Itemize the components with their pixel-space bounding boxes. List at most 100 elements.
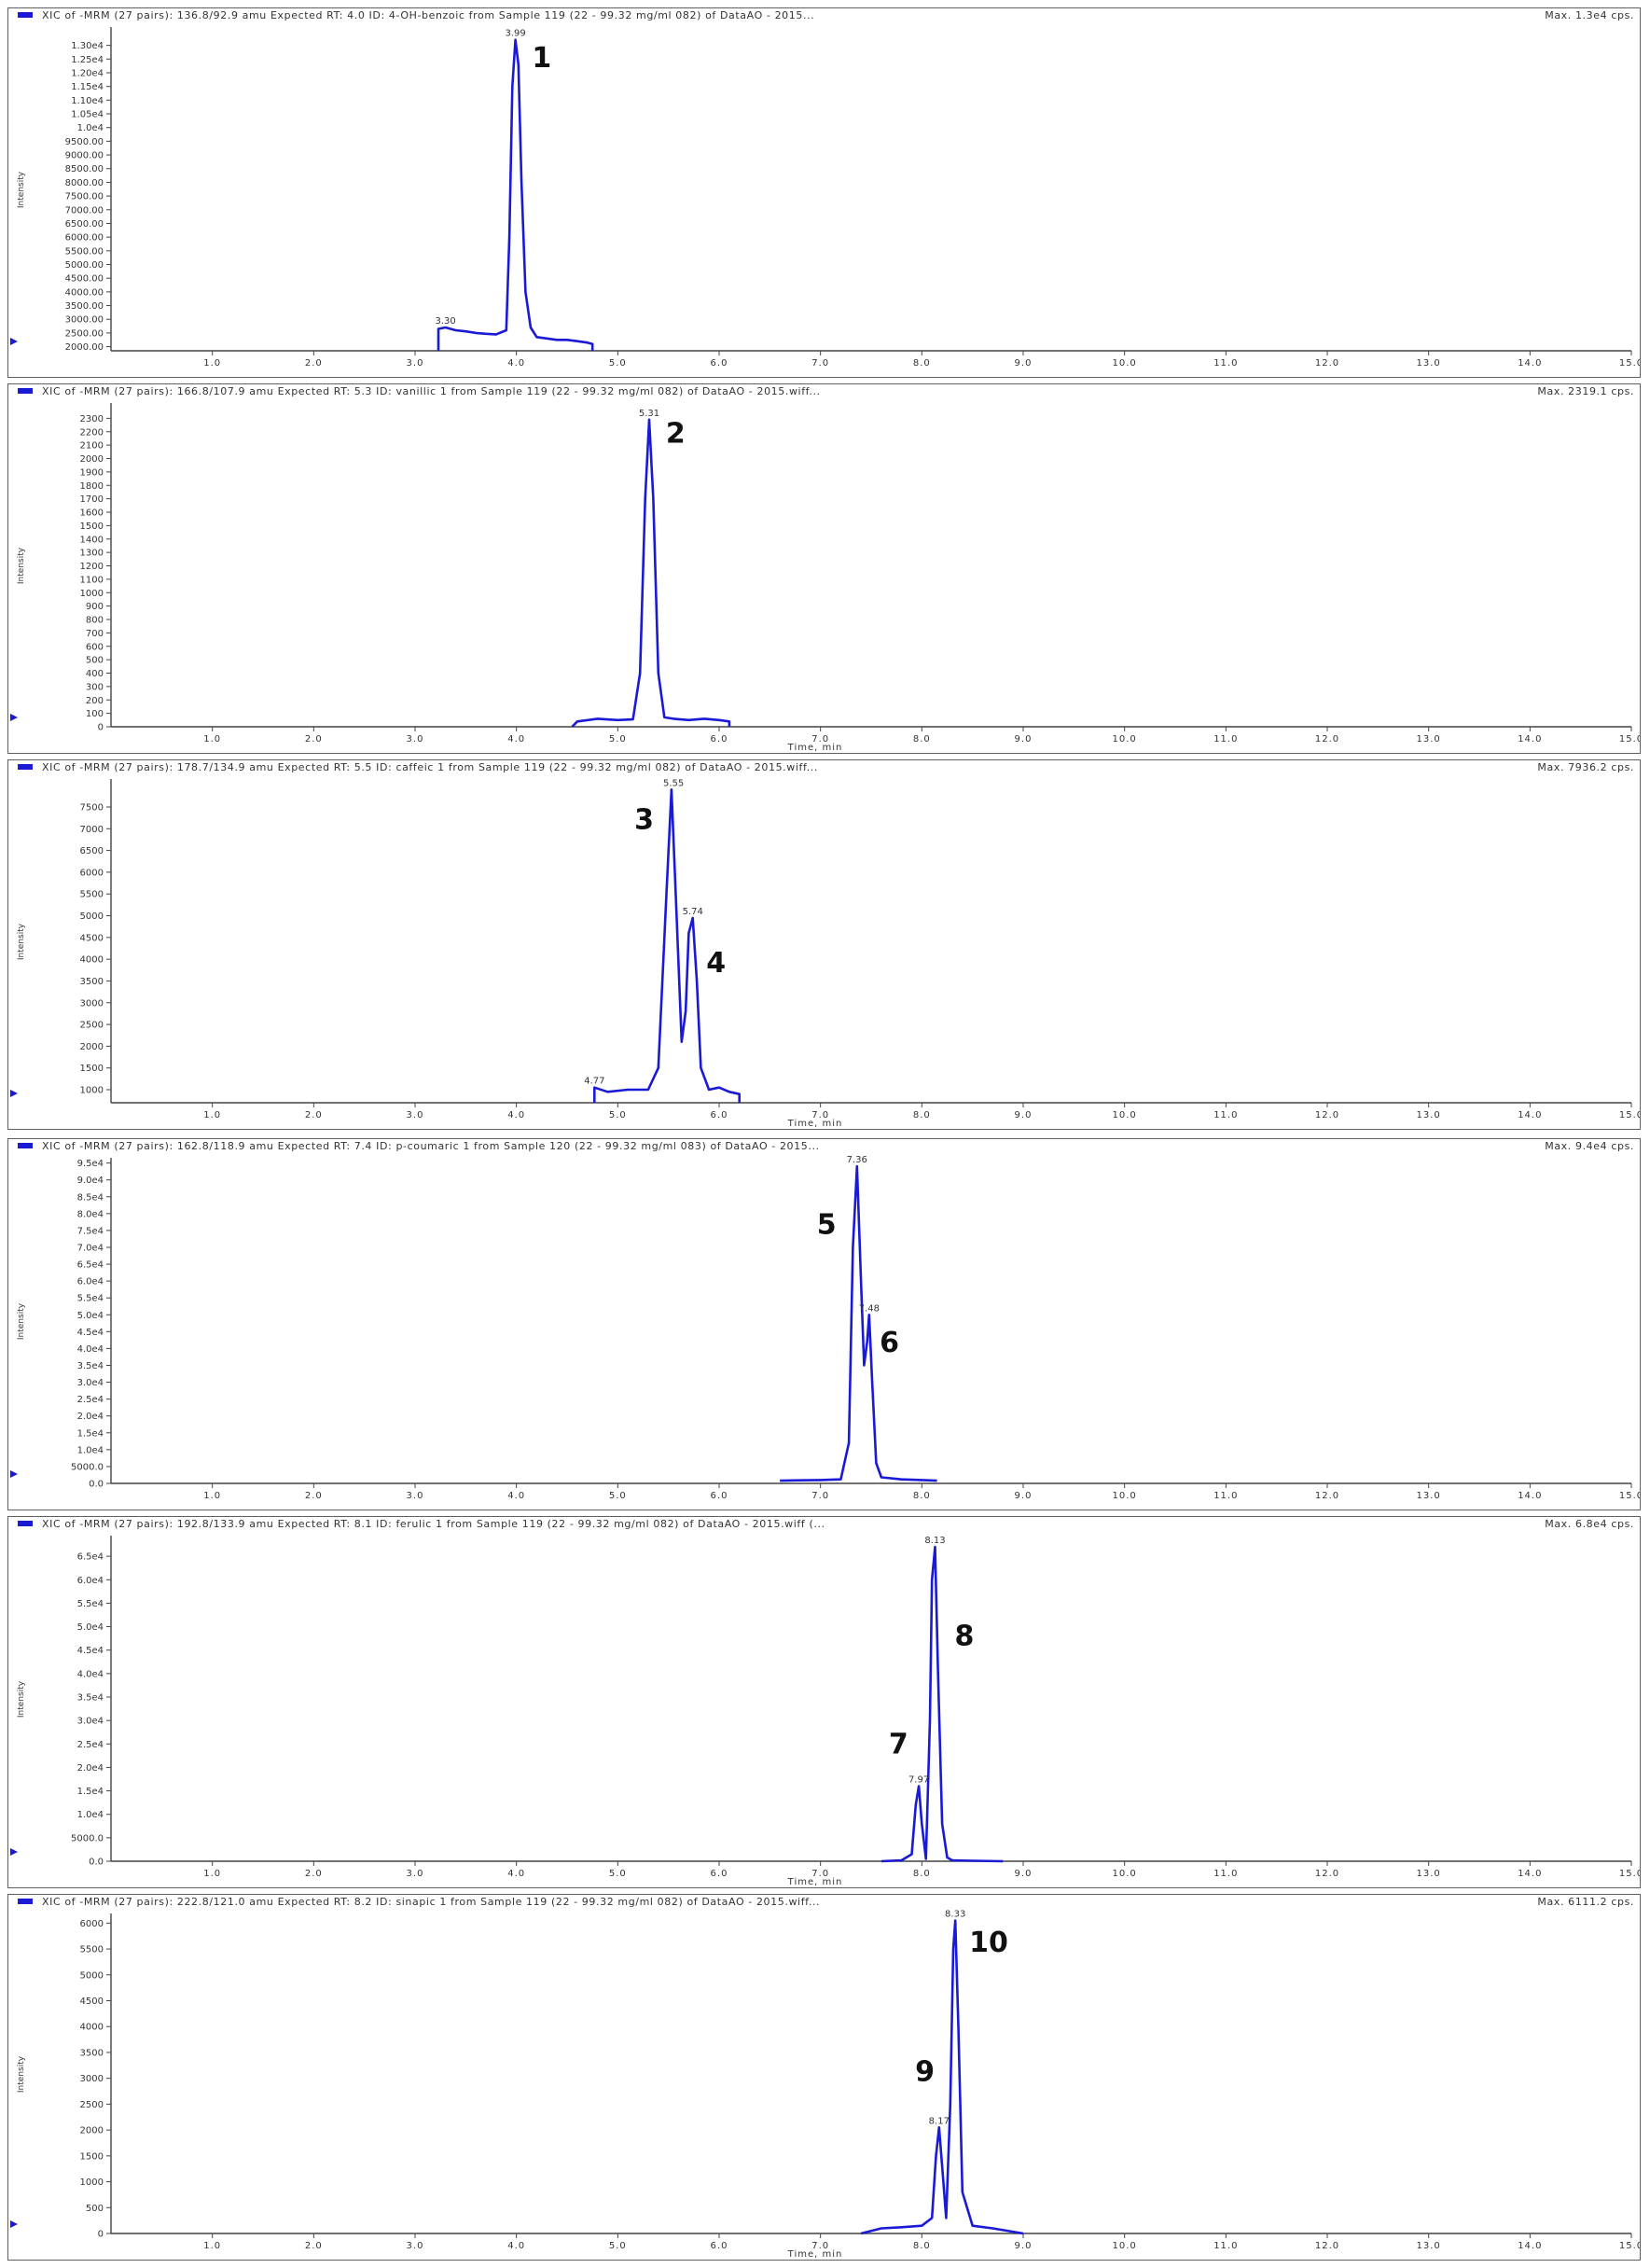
- y-tick-label: 1500: [80, 522, 104, 532]
- x-tick-label: 6.0: [711, 734, 728, 744]
- x-tick-label: 13.0: [1417, 1110, 1441, 1120]
- panel-title: XIC of -MRM (27 pairs): 162.8/118.9 amu …: [42, 1140, 820, 1152]
- y-tick-label: 4.0e4: [77, 1344, 104, 1355]
- y-tick-label: 6000: [80, 1919, 104, 1929]
- y-tick-label: 5000: [80, 1970, 104, 1981]
- panel-title: XIC of -MRM (27 pairs): 178.7/134.9 amu …: [42, 761, 818, 773]
- peak-rt-label: 3.99: [505, 29, 525, 39]
- x-tick-label: 6.0: [711, 1869, 728, 1879]
- x-tick-label: 5.0: [609, 1110, 627, 1120]
- y-tick-label: 2500: [80, 1021, 104, 1031]
- baseline-marker-icon: [10, 1090, 18, 1097]
- y-axis-label: Intensity: [17, 171, 26, 208]
- y-tick-label: 7000: [80, 825, 104, 835]
- x-tick-label: 11.0: [1213, 358, 1238, 369]
- y-tick-label: 9.5e4: [77, 1159, 104, 1169]
- peak-number-annotation: 8: [955, 1621, 975, 1653]
- baseline-marker-icon: [10, 1848, 18, 1856]
- x-tick-label: 2.0: [305, 2241, 323, 2251]
- x-tick-label: 3.0: [407, 1491, 424, 1501]
- y-tick-label: 2000: [80, 454, 104, 465]
- y-tick-label: 1.0e4: [77, 1810, 104, 1820]
- peak-number-annotation: 9: [915, 2055, 935, 2088]
- x-tick-label: 8.0: [913, 734, 931, 744]
- x-axis-label: Time, min: [787, 1119, 843, 1129]
- x-tick-label: 12.0: [1315, 734, 1339, 744]
- y-tick-label: 500: [86, 656, 104, 666]
- x-tick-label: 10.0: [1113, 1491, 1137, 1501]
- chromatogram-panel-4: XIC of -MRM (27 pairs): 162.8/118.9 amu …: [7, 1138, 1641, 1510]
- x-tick-label: 15.0: [1619, 734, 1640, 744]
- x-tick-label: 14.0: [1518, 358, 1542, 369]
- chromatogram-plot: 0 100 200 300 400 500 600 700 800 900 1000 1100 1200…: [10, 403, 1640, 753]
- peak-rt-label: 3.30: [435, 316, 455, 327]
- y-tick-label: 2.5e4: [77, 1395, 104, 1405]
- x-tick-label: 11.0: [1213, 1491, 1238, 1501]
- baseline-marker-icon: [10, 714, 18, 721]
- panel-max-label: Max. 6.8e4 cps.: [1545, 1518, 1634, 1530]
- x-tick-label: 2.0: [305, 1869, 323, 1879]
- y-tick-label: 9.0e4: [77, 1176, 104, 1186]
- peak-number-annotation: 6: [880, 1327, 899, 1359]
- y-tick-label: 8000.00: [65, 178, 104, 188]
- y-tick-label: 5000.0: [71, 1833, 104, 1844]
- y-tick-label: 1800: [80, 481, 104, 492]
- x-tick-label: 7.0: [811, 1491, 829, 1501]
- y-tick-label: 4000: [80, 955, 104, 966]
- legend-swatch-icon: [18, 388, 33, 394]
- x-tick-label: 8.0: [913, 1110, 931, 1120]
- y-tick-label: 2.0e4: [77, 1412, 104, 1422]
- peak-number-annotation: 3: [634, 803, 654, 836]
- y-tick-label: 2000: [80, 1042, 104, 1052]
- x-tick-label: 5.0: [609, 358, 627, 369]
- x-tick-label: 5.0: [609, 2241, 627, 2251]
- x-tick-label: 10.0: [1113, 1110, 1137, 1120]
- y-axis-label: Intensity: [17, 1302, 26, 1340]
- x-tick-label: 13.0: [1417, 1491, 1441, 1501]
- x-tick-label: 4.0: [507, 1491, 525, 1501]
- x-tick-label: 8.0: [913, 358, 931, 369]
- y-tick-label: 7.5e4: [77, 1226, 104, 1236]
- y-tick-label: 1.0e4: [77, 1445, 104, 1455]
- y-tick-label: 5.0e4: [77, 1622, 104, 1633]
- y-tick-label: 0: [98, 723, 104, 733]
- y-tick-label: 0.0: [89, 1480, 104, 1490]
- y-tick-label: 400: [86, 669, 104, 679]
- y-tick-label: 5.5e4: [77, 1599, 104, 1609]
- chromatogram-panel-1: XIC of -MRM (27 pairs): 136.8/92.9 amu E…: [7, 7, 1641, 378]
- x-tick-label: 9.0: [1015, 358, 1033, 369]
- x-tick-label: 11.0: [1213, 1110, 1238, 1120]
- x-tick-label: 4.0: [507, 1110, 525, 1120]
- x-tick-label: 14.0: [1518, 1491, 1542, 1501]
- legend-swatch-icon: [18, 764, 33, 770]
- x-tick-label: 13.0: [1417, 358, 1441, 369]
- x-tick-label: 3.0: [407, 1869, 424, 1879]
- y-tick-label: 1.05e4: [71, 110, 104, 120]
- panel-header: XIC of -MRM (27 pairs): 178.7/134.9 amu …: [8, 760, 1640, 775]
- y-tick-label: 1100: [80, 575, 104, 585]
- x-tick-label: 12.0: [1315, 1110, 1339, 1120]
- x-tick-label: 3.0: [407, 734, 424, 744]
- y-tick-label: 1.20e4: [71, 68, 104, 78]
- y-tick-label: 1900: [80, 467, 104, 478]
- chromatogram-trace: [592, 787, 742, 1103]
- chromatogram-trace: [860, 1919, 1024, 2235]
- y-tick-label: 4.5e4: [77, 1328, 104, 1338]
- y-tick-label: 100: [86, 709, 104, 719]
- y-tick-label: 3500: [80, 2048, 104, 2058]
- x-tick-label: 2.0: [305, 358, 323, 369]
- legend-swatch-icon: [18, 1521, 33, 1526]
- y-tick-label: 2200: [80, 427, 104, 438]
- y-tick-label: 700: [86, 629, 104, 639]
- x-tick-label: 14.0: [1518, 1110, 1542, 1120]
- x-tick-label: 15.0: [1619, 2241, 1640, 2251]
- x-tick-label: 4.0: [507, 734, 525, 744]
- legend-swatch-icon: [18, 12, 33, 18]
- y-tick-label: 3500: [80, 977, 104, 987]
- y-tick-label: 8500.00: [65, 164, 104, 174]
- x-tick-label: 11.0: [1213, 1869, 1238, 1879]
- y-tick-label: 8.5e4: [77, 1192, 104, 1203]
- y-tick-label: 3.5e4: [77, 1692, 104, 1703]
- x-tick-label: 13.0: [1417, 2241, 1441, 2251]
- panel-max-label: Max. 2319.1 cps.: [1537, 385, 1634, 397]
